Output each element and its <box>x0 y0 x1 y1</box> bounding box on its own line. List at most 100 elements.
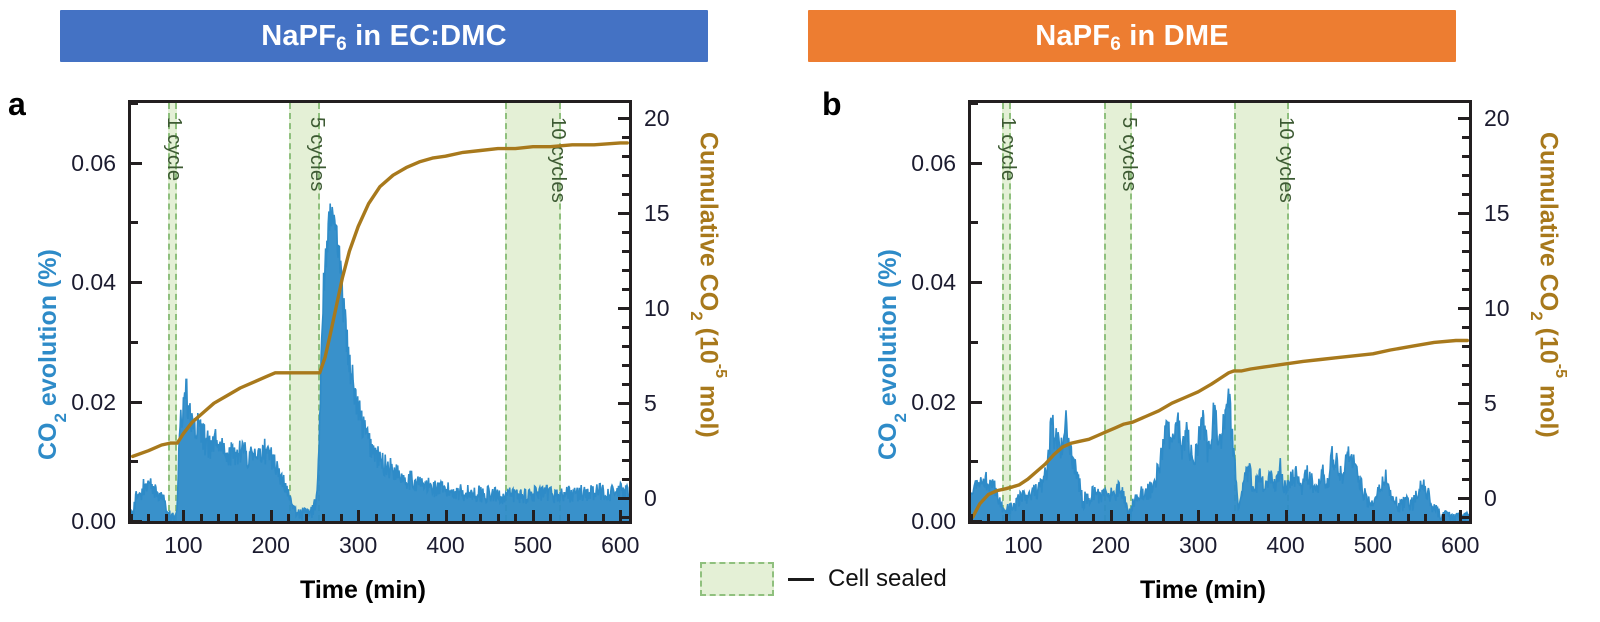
x-tick <box>619 510 623 521</box>
y-right-minor-tick <box>622 459 629 463</box>
y-left-minor-tick <box>131 460 138 464</box>
x-minor-tick <box>1074 514 1078 521</box>
y-right-tick <box>1458 117 1469 121</box>
y-right-minor-tick <box>1462 345 1469 349</box>
y-right-minor-tick <box>1462 326 1469 330</box>
y-left-tick-label: 0.04 <box>71 269 116 296</box>
y-left-tick-label: 0.00 <box>911 508 956 534</box>
y-left-minor-tick <box>971 221 978 225</box>
x-minor-tick <box>1004 514 1008 521</box>
x-minor-tick <box>1249 514 1253 521</box>
x-minor-tick <box>1302 514 1305 521</box>
y-right-tick-label: 20 <box>644 105 670 132</box>
x-minor-tick <box>1424 514 1428 521</box>
x-tick <box>444 510 448 521</box>
y-right-minor-tick <box>622 193 629 197</box>
x-tick <box>1109 510 1113 521</box>
y-right-tick <box>618 307 629 311</box>
y-left-minor-tick <box>131 102 138 105</box>
panel-b-y-right-title: Cumulative CO2 (10-5 mol) <box>1526 132 1569 438</box>
x-minor-tick <box>1232 514 1236 521</box>
y-left-tick-label: 0.06 <box>71 149 116 176</box>
x-minor-tick <box>427 514 431 521</box>
cell-sealed-band <box>1001 103 1012 521</box>
y-right-minor-tick <box>622 383 629 387</box>
x-tick <box>1371 510 1375 521</box>
y-right-minor-tick <box>1462 269 1469 273</box>
x-minor-tick <box>496 514 500 521</box>
y-right-minor-tick <box>622 155 629 159</box>
y-right-minor-tick <box>1462 136 1469 140</box>
x-minor-tick <box>304 514 308 521</box>
x-minor-tick <box>322 514 326 521</box>
y-right-tick-label: 5 <box>1484 390 1497 417</box>
y-right-minor-tick <box>1462 478 1469 482</box>
y-left-minor-tick <box>971 460 978 464</box>
panel-b-letter: b <box>822 86 842 122</box>
y-right-tick <box>1458 307 1469 311</box>
x-tick <box>531 510 535 521</box>
x-minor-tick <box>1092 514 1096 521</box>
y-left-tick-label: 0.06 <box>911 149 956 176</box>
x-minor-tick <box>601 514 605 521</box>
x-minor-tick <box>1162 514 1166 521</box>
panel-a-letter: a <box>8 86 26 122</box>
x-minor-tick <box>1319 514 1323 521</box>
panel-b-title-bar: NaPF6 in DME <box>808 10 1456 62</box>
y-right-tick <box>1458 212 1469 216</box>
x-tick-label: 100 <box>1004 532 1043 558</box>
y-right-tick-label: 10 <box>644 295 670 322</box>
y-right-minor-tick <box>622 250 629 254</box>
y-right-minor-tick <box>1462 459 1469 463</box>
x-tick-label: 100 <box>164 532 203 558</box>
cell-sealed-band <box>1103 103 1132 521</box>
y-right-tick <box>1458 497 1469 501</box>
x-minor-tick <box>287 514 291 521</box>
x-minor-tick <box>970 514 973 521</box>
y-right-minor-tick <box>622 516 629 520</box>
x-minor-tick <box>987 514 991 521</box>
y-right-minor-tick <box>622 231 629 235</box>
co2-evolution-area <box>131 203 629 521</box>
panel-a-title-bar: NaPF6 in EC:DMC <box>60 10 708 62</box>
chart-traces <box>131 141 629 521</box>
y-right-tick-label: 0 <box>644 485 657 512</box>
x-tick <box>1459 510 1463 521</box>
y-left-tick-label: 0.02 <box>71 388 116 415</box>
y-right-minor-tick <box>1462 516 1469 520</box>
panel-a-y-right-title: Cumulative CO2 (10-5 mol) <box>686 132 729 438</box>
y-left-tick <box>971 520 982 523</box>
y-right-minor-tick <box>1462 421 1469 425</box>
x-tick-label: 600 <box>601 532 640 558</box>
y-right-tick-label: 15 <box>644 200 670 227</box>
y-right-minor-tick <box>1462 288 1469 292</box>
x-tick-label: 400 <box>426 532 465 558</box>
panel-a-plot-area: 1 cycle 5 cycles 10 cycles <box>128 100 632 524</box>
x-tick <box>269 510 273 521</box>
y-right-minor-tick <box>622 269 629 273</box>
y-left-tick <box>131 281 142 285</box>
x-tick <box>1022 510 1026 521</box>
y-right-minor-tick <box>622 478 629 482</box>
y-left-tick-label: 0.00 <box>71 508 116 534</box>
x-minor-tick <box>1267 514 1271 521</box>
y-right-tick <box>618 497 629 501</box>
cumulative-co2-line <box>131 141 629 459</box>
y-left-tick <box>971 161 982 165</box>
co2-evolution-line <box>971 388 1469 521</box>
x-minor-tick <box>1354 514 1358 521</box>
x-tick-label: 300 <box>338 532 378 558</box>
cell-sealed-band <box>1233 103 1289 521</box>
x-minor-tick <box>1389 514 1393 521</box>
x-minor-tick <box>1127 514 1131 521</box>
y-right-tick-label: 15 <box>1484 200 1510 227</box>
y-right-tick-label: 5 <box>644 390 657 417</box>
x-minor-tick <box>514 514 518 521</box>
y-right-minor-tick <box>622 440 629 444</box>
x-minor-tick <box>164 514 168 521</box>
x-tick <box>357 510 361 521</box>
x-minor-tick <box>234 514 238 521</box>
x-minor-tick <box>147 514 151 521</box>
y-right-tick-label: 0 <box>1484 485 1497 512</box>
y-left-minor-tick <box>971 340 978 344</box>
